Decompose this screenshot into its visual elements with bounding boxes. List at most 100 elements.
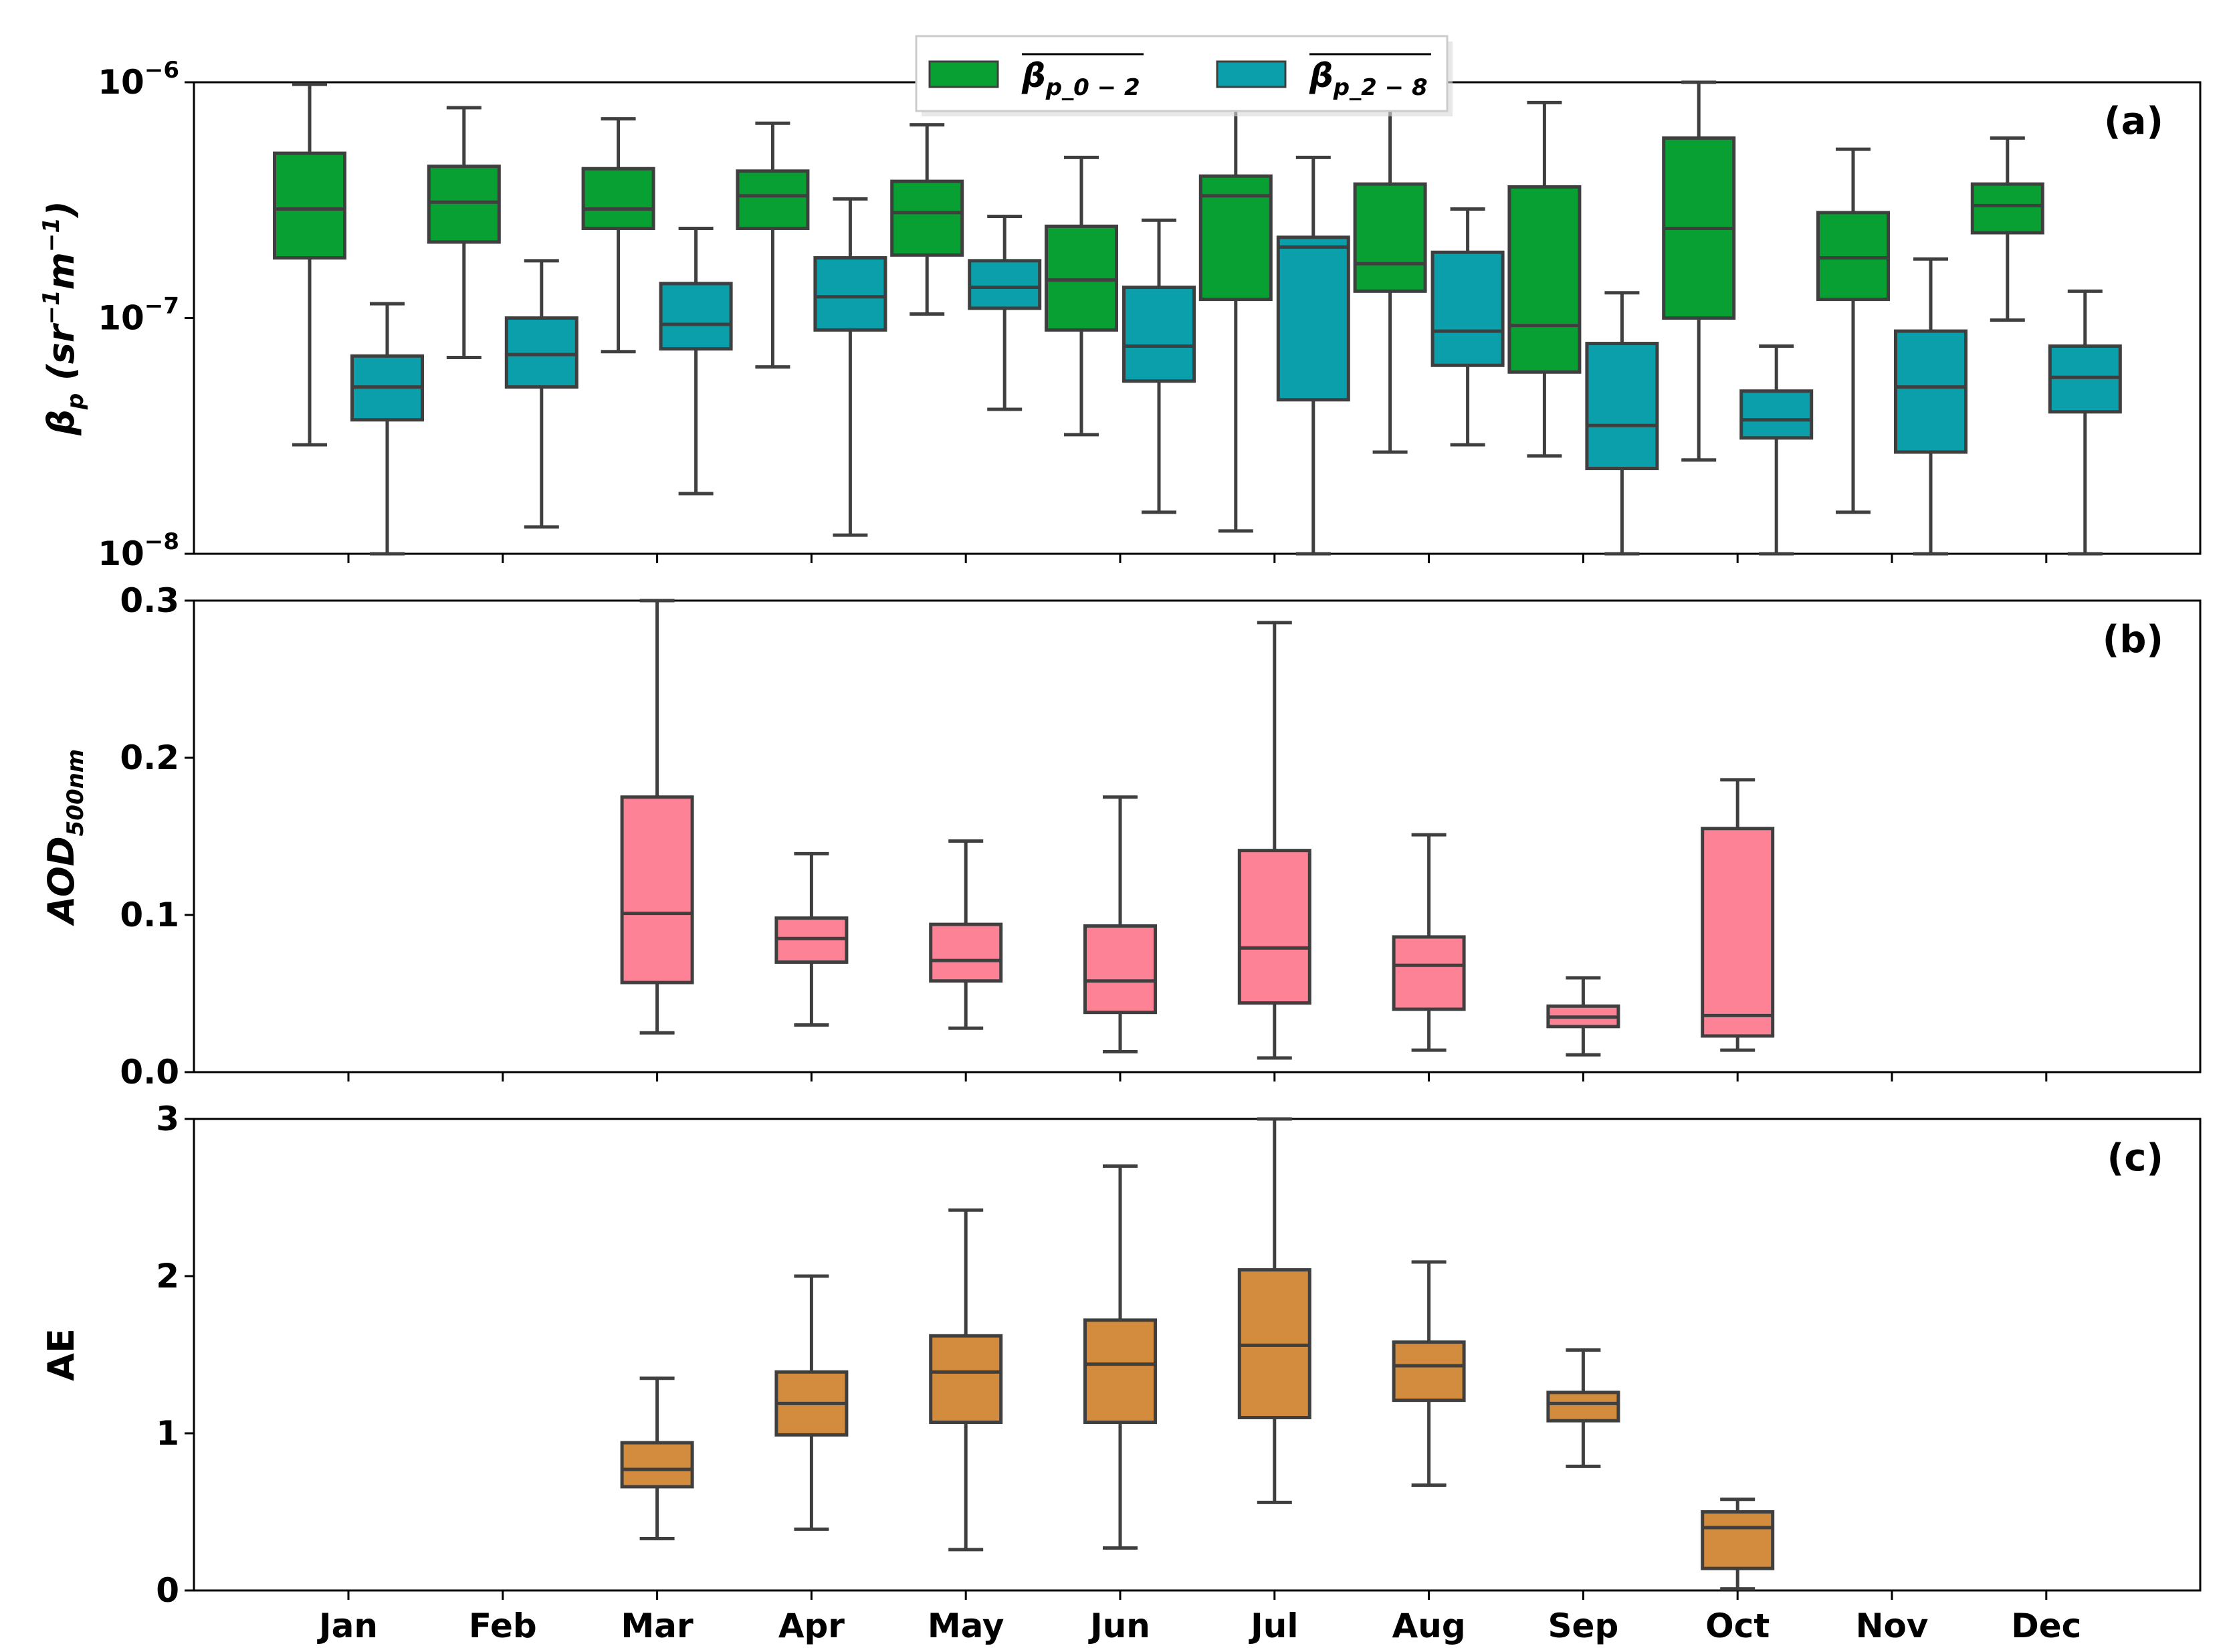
box-iqr <box>890 179 964 257</box>
box-mar <box>581 117 655 354</box>
box-jul <box>1198 80 1273 533</box>
box-iqr <box>273 151 346 260</box>
y-tick-label: 0 <box>156 1571 179 1610</box>
y-axis-label: AOD500nm <box>40 749 89 926</box>
box-iqr <box>1970 182 2044 235</box>
panel-label: (c) <box>2107 1136 2163 1180</box>
box-iqr <box>504 316 578 389</box>
x-tick-label: May <box>928 1607 1004 1645</box>
axes-frame <box>193 1118 2202 1592</box>
box-oct <box>1701 1498 1775 1591</box>
box-aug <box>1353 80 1427 454</box>
box-oct <box>1662 80 1736 462</box>
box-iqr <box>659 282 733 351</box>
box-nov <box>1894 257 1968 556</box>
x-tick-label: Apr <box>778 1607 845 1645</box>
legend-swatch <box>928 60 999 88</box>
box-aug <box>1392 1260 1466 1487</box>
panel-label: (a) <box>2104 100 2163 143</box>
legend-label: βp_2 − 8 <box>1309 56 1428 101</box>
box-iqr <box>1507 185 1582 374</box>
box-oct <box>1701 778 1775 1052</box>
box-iqr <box>1237 849 1311 1005</box>
box-aug <box>1430 207 1505 447</box>
box-iqr <box>1739 389 1814 440</box>
box-iqr <box>736 169 810 230</box>
box-iqr <box>1701 827 1775 1038</box>
x-tick-label: Nov <box>1856 1607 1929 1645</box>
axes-frame <box>193 81 2202 555</box>
box-iqr <box>620 795 694 985</box>
box-sep <box>1507 100 1582 458</box>
box-feb <box>504 259 578 529</box>
legend-label: βp_0 − 2 <box>1021 56 1140 101</box>
x-tick-label: Aug <box>1392 1607 1466 1645</box>
box-jan <box>273 82 346 447</box>
box-jul <box>1237 621 1311 1060</box>
box-jun <box>1083 795 1157 1053</box>
box-jun <box>1083 1164 1157 1550</box>
box-iqr <box>581 167 655 230</box>
box-iqr <box>813 256 887 332</box>
axes-frame <box>193 599 2202 1073</box>
box-sep <box>1585 291 1659 556</box>
box-nov <box>1816 147 1890 514</box>
box-iqr <box>1546 1390 1620 1423</box>
box-sep <box>1546 1348 1620 1468</box>
x-tick-label: Mar <box>621 1607 694 1645</box>
box-iqr <box>1083 1318 1157 1425</box>
y-tick-label: 10−6 <box>98 57 179 102</box>
box-oct <box>1739 344 1814 556</box>
box-may <box>929 1208 1003 1552</box>
y-tick-label: 0.3 <box>120 581 179 620</box>
box-apr <box>774 851 849 1027</box>
box-may <box>929 839 1003 1030</box>
y-axis-label: AE <box>40 1328 82 1381</box>
box-iqr <box>1585 342 1659 470</box>
box-jun <box>1122 218 1196 514</box>
box-may <box>968 214 1042 411</box>
box-iqr <box>1430 250 1505 367</box>
x-tick-label: Jan <box>317 1607 378 1645</box>
box-iqr <box>1276 235 1350 402</box>
y-tick-label: 0.2 <box>120 738 179 777</box>
box-jul <box>1237 1117 1311 1504</box>
box-jul <box>1276 155 1350 556</box>
y-tick-label: 3 <box>156 1100 179 1138</box>
box-may <box>890 123 964 316</box>
box-mar <box>620 1376 694 1540</box>
box-sep <box>1546 976 1620 1057</box>
box-iqr <box>1894 329 1968 454</box>
box-iqr <box>968 259 1042 310</box>
box-feb <box>427 106 501 360</box>
box-apr <box>736 121 810 369</box>
box-iqr <box>929 922 1003 983</box>
box-iqr <box>929 1334 1003 1425</box>
box-jun <box>1045 155 1118 437</box>
box-iqr <box>1083 924 1157 1015</box>
y-tick-label: 0.1 <box>120 896 179 934</box>
y-tick-label: 2 <box>156 1257 179 1296</box>
box-iqr <box>1701 1510 1775 1570</box>
box-jan <box>350 302 424 556</box>
box-iqr <box>427 165 501 244</box>
box-iqr <box>1392 1340 1466 1403</box>
box-mar <box>620 599 694 1035</box>
box-iqr <box>1045 224 1118 332</box>
x-tick-label: Sep <box>1548 1607 1619 1645</box>
x-tick-label: Dec <box>2011 1607 2081 1645</box>
panel-a: 10−8 10−7 10−6 βp (sr−1m−1) (a) βp_0 − 2 βp_2 … <box>38 35 2202 573</box>
y-tick-label: 0.0 <box>120 1053 179 1092</box>
box-dec <box>2048 289 2122 556</box>
box-iqr <box>1816 211 1890 302</box>
y-tick-label: 10−7 <box>98 293 179 338</box>
box-iqr <box>1122 286 1196 383</box>
legend: βp_0 − 2 βp_2 − 8 <box>915 35 1453 116</box>
box-aug <box>1392 833 1466 1052</box>
box-mar <box>659 226 733 496</box>
box-dec <box>1970 136 2044 322</box>
panel-label: (b) <box>2103 618 2163 661</box>
box-iqr <box>620 1441 694 1489</box>
panel-c: 0 1 2 3 AE (c) Jan Feb Mar Apr May Jun Jul Aug Sep Oct N… <box>40 1100 2202 1645</box>
